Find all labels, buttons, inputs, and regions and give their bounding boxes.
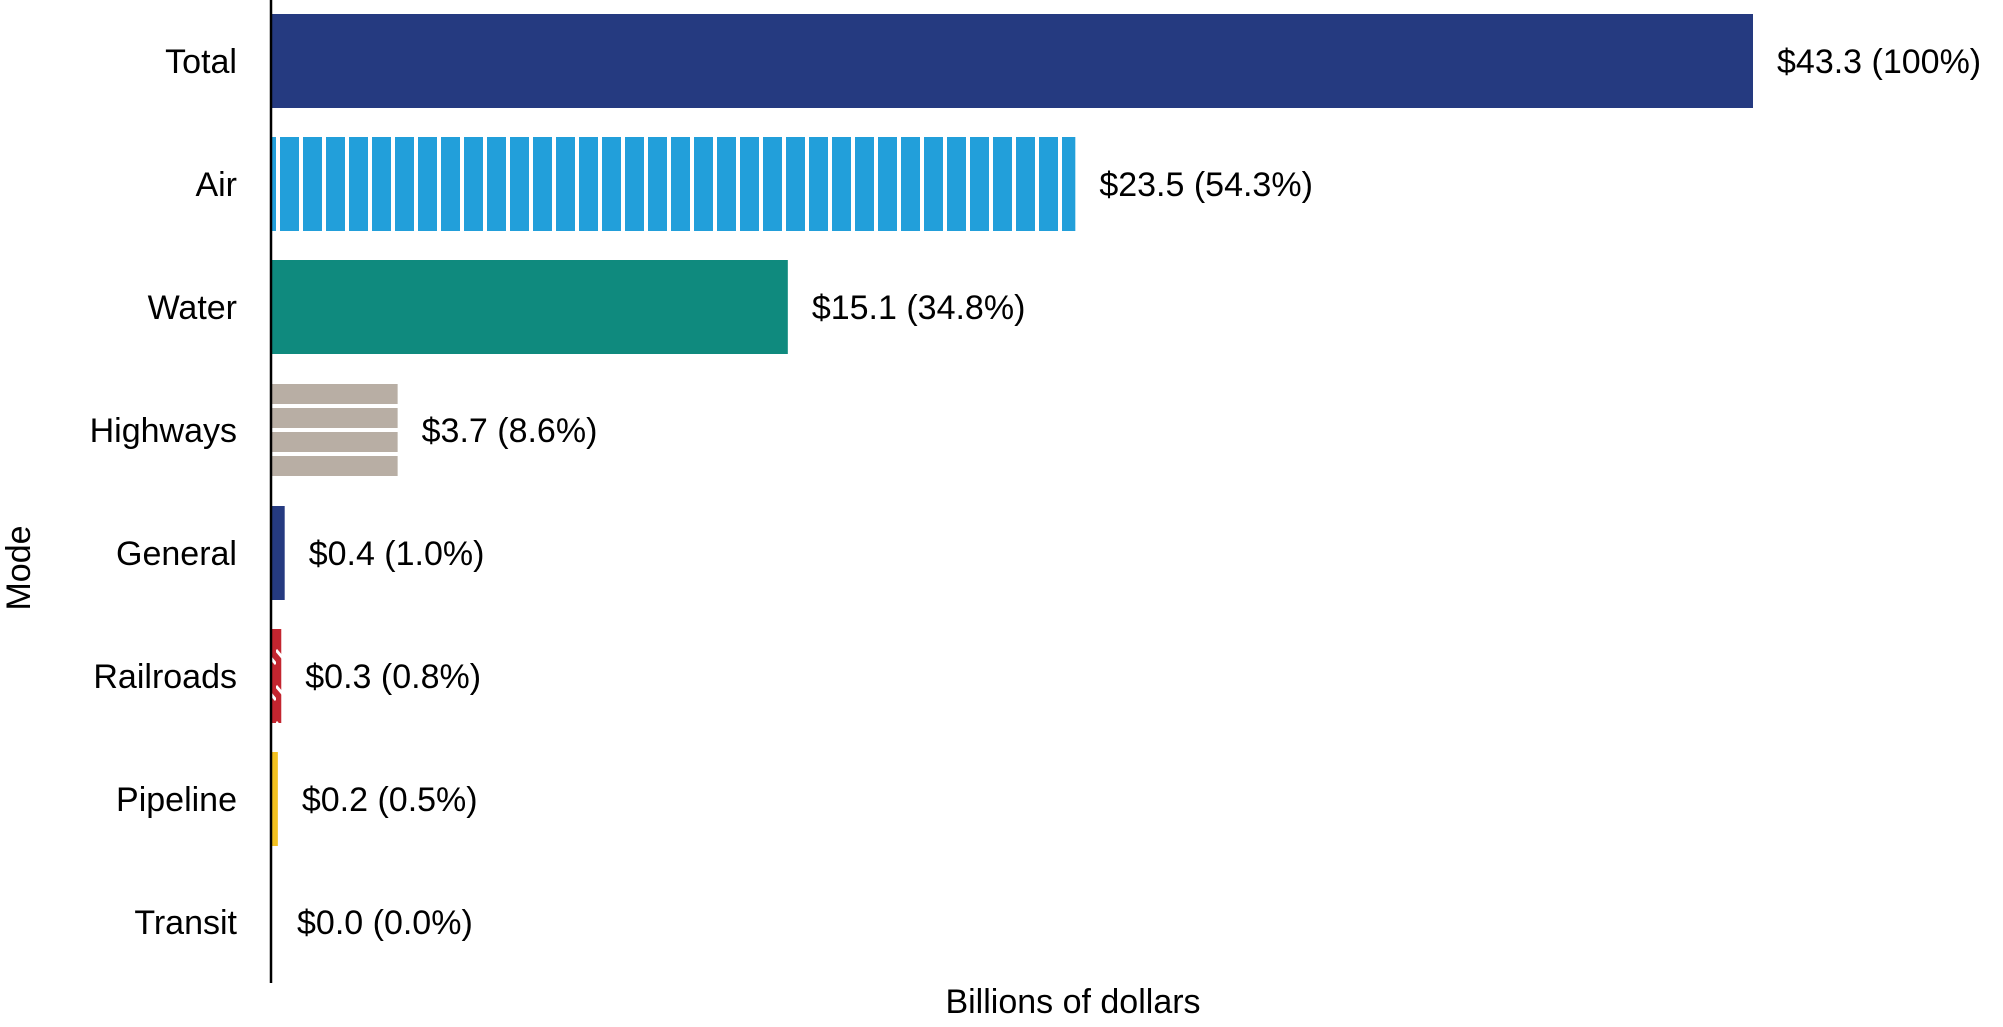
bar-general	[271, 506, 285, 600]
category-label-transit: Transit	[134, 904, 237, 942]
data-label-water: $15.1 (34.8%)	[812, 289, 1026, 327]
category-label-highways: Highways	[90, 412, 237, 450]
y-axis-title: Mode	[0, 525, 38, 610]
bar-total	[271, 14, 1753, 108]
category-label-general: General	[116, 535, 237, 573]
category-label-air: Air	[195, 166, 237, 204]
data-label-pipeline: $0.2 (0.5%)	[302, 781, 478, 819]
x-axis-title: Billions of dollars	[945, 983, 1200, 1021]
category-label-pipeline: Pipeline	[116, 781, 237, 819]
data-label-air: $23.5 (54.3%)	[1099, 166, 1313, 204]
category-label-total: Total	[165, 43, 237, 81]
category-labels-group: Total Air Water Highways General Railroads Pip…	[90, 43, 238, 942]
bar-pipeline	[271, 752, 278, 846]
data-labels-group: $43.3 (100%) $23.5 (54.3%) $15.1 (34.8%) $3…	[297, 43, 1981, 942]
data-label-highways: $3.7 (8.6%)	[422, 412, 598, 450]
bar-water	[271, 260, 788, 354]
data-label-transit: $0.0 (0.0%)	[297, 904, 473, 942]
data-label-general: $0.4 (1.0%)	[309, 535, 485, 573]
bar-air	[271, 137, 1076, 231]
bar-railroads	[271, 629, 282, 723]
data-label-total: $43.3 (100%)	[1777, 43, 1981, 81]
bars-group	[271, 14, 1753, 846]
data-label-railroads: $0.3 (0.8%)	[305, 658, 481, 696]
category-label-water: Water	[148, 289, 237, 327]
bar-highways	[271, 383, 398, 477]
category-label-railroads: Railroads	[93, 658, 237, 696]
